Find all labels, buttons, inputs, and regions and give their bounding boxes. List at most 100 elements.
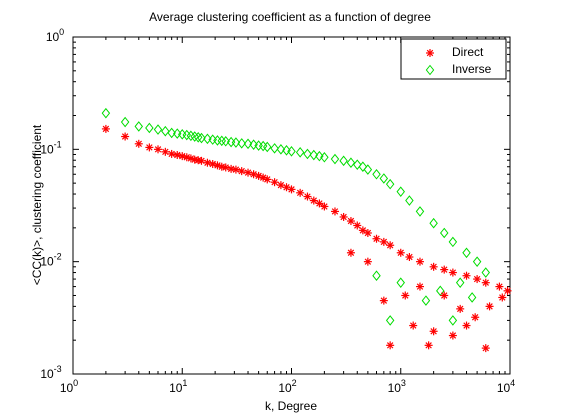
data-point-inverse [405,195,414,206]
data-point-direct [203,158,212,167]
data-point-inverse [120,116,130,128]
legend-label-inverse: Inverse [452,62,492,76]
data-point-inverse [353,159,362,170]
series-direct [101,124,512,353]
x-tick-label: 100 [60,378,78,395]
data-point-inverse [161,125,170,137]
data-point-inverse [448,315,458,326]
data-point-inverse [173,128,182,139]
data-point-direct [386,341,395,350]
data-point-direct [503,286,512,295]
data-point-direct [197,156,206,165]
data-point-inverse [203,133,212,145]
data-point-inverse [339,155,348,167]
data-point-direct [396,248,405,257]
data-point-inverse [282,145,291,156]
data-point-direct [145,143,154,152]
data-point-direct [237,167,246,176]
data-point-inverse [193,131,203,143]
data-point-direct [346,248,355,257]
data-point-direct [440,265,449,274]
data-point-inverse [358,161,368,173]
data-point-inverse [249,139,258,150]
data-point-direct [121,132,130,141]
data-point-inverse [396,186,405,197]
data-point-inverse [379,173,389,184]
data-point-inverse [320,151,329,163]
data-point-direct [353,221,362,230]
x-tick-label: 101 [169,378,187,395]
data-point-inverse [221,135,230,147]
data-point-inverse [243,138,253,150]
chart-title: Average clustering coefficient as a func… [149,10,431,24]
data-point-direct [440,291,449,300]
data-point-inverse [455,277,465,288]
data-point-direct [415,257,424,266]
data-point-inverse [481,267,491,278]
x-tick-label: 102 [278,378,296,395]
data-point-direct [415,282,424,291]
legend-marker-inverse [425,64,435,76]
data-point-inverse [372,270,381,282]
data-point-inverse [263,141,272,153]
y-tick-label: 10-1 [40,139,61,156]
data-point-direct [320,202,329,211]
data-point-direct [134,139,143,148]
x-tick-label: 104 [497,378,515,395]
legend-label-direct: Direct [452,45,484,59]
data-point-inverse [385,315,395,326]
data-marks [101,107,512,353]
data-point-inverse [231,137,241,148]
data-point-inverse [153,124,163,135]
data-point-inverse [101,107,111,119]
data-point-direct [424,341,433,350]
data-point-inverse [276,144,286,155]
data-point-inverse [448,236,458,248]
data-point-inverse [363,164,373,175]
data-point-direct [363,228,372,237]
x-axis-label: k, Degree [265,399,317,413]
series-inverse [101,107,491,326]
data-point-direct [346,217,355,226]
legend-marker-direct [426,49,434,57]
data-point-direct [330,207,339,216]
legend-box [400,38,507,80]
data-point-direct [448,331,457,340]
data-point-direct [309,196,318,205]
data-point-direct [296,188,305,197]
data-point-direct [456,304,465,313]
data-point-direct [186,154,195,163]
data-point-direct [154,145,163,154]
data-point-inverse [429,217,438,229]
data-point-inverse [197,132,206,144]
data-point-inverse [439,227,449,239]
data-point-direct [339,212,348,221]
y-tick-label: 100 [46,27,64,44]
data-point-direct [101,124,110,133]
x-tick-label: 103 [388,378,406,395]
data-point-direct [409,321,418,330]
data-point-inverse [462,247,471,259]
data-point-direct [303,192,312,201]
data-point-inverse [145,122,154,134]
data-point-inverse [472,256,482,267]
data-point-inverse [287,146,296,157]
axis-ticks: 100 101 102 103 104 10-3 10-2 10-1 100 [40,27,515,395]
data-point-inverse [421,295,431,306]
data-point-inverse [415,206,425,217]
data-point-direct [495,282,504,291]
data-point-direct [471,313,480,322]
data-point-inverse [303,148,312,160]
data-point-inverse [295,147,305,158]
data-point-inverse [167,127,176,139]
data-point-direct [167,149,176,158]
data-point-direct [481,278,490,287]
data-point-direct [372,234,381,243]
data-point-inverse [330,153,340,165]
data-point-direct [462,271,471,280]
data-point-direct [386,241,395,250]
data-point-inverse [396,277,405,288]
plot-area [72,36,511,375]
data-point-direct [287,185,296,194]
